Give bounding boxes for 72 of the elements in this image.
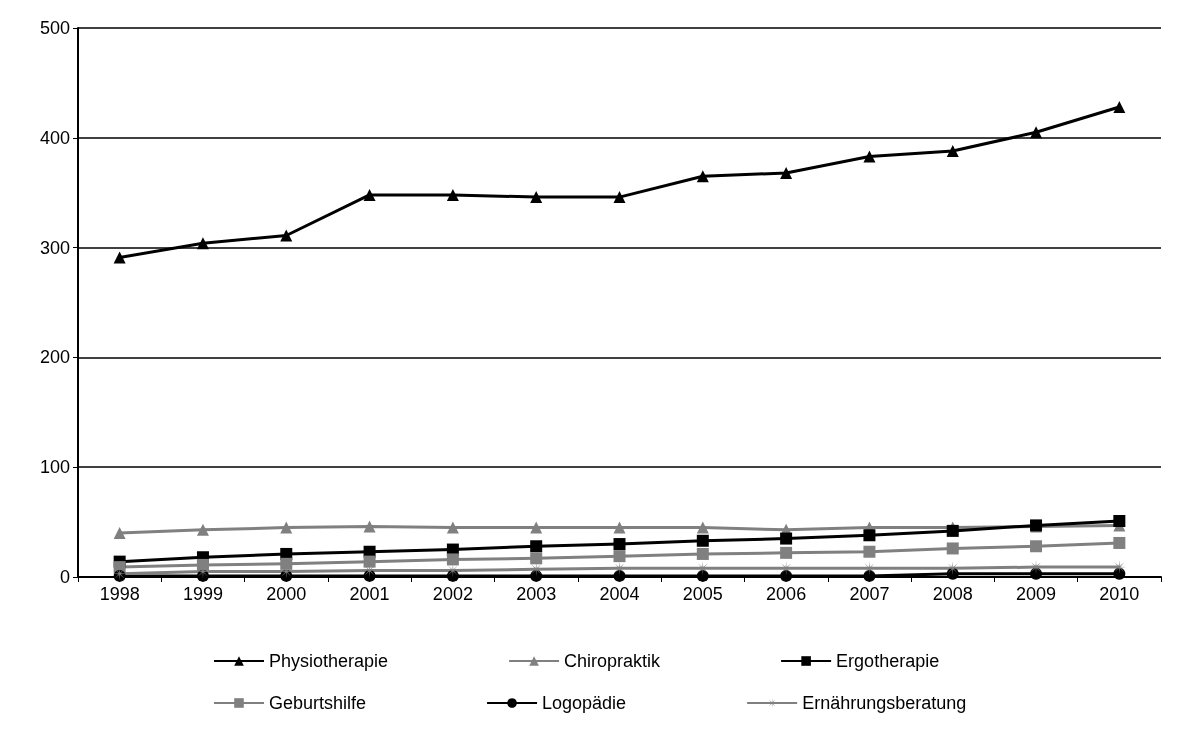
x-tick-label: 2005 [682, 584, 723, 604]
point [1113, 101, 1126, 114]
legend-label: Ergotherapie [836, 651, 940, 671]
point [863, 569, 876, 582]
point [363, 520, 376, 533]
point [530, 540, 543, 553]
point [780, 166, 793, 179]
point [446, 521, 459, 534]
point [196, 558, 209, 571]
point [446, 569, 459, 582]
point [113, 527, 126, 540]
legend-label: Geburtshilfe [269, 693, 367, 713]
legend-label: Chiropraktik [564, 651, 662, 671]
y-tick-label: 0 [59, 567, 70, 587]
point [446, 553, 459, 566]
point [530, 569, 543, 582]
point [863, 545, 876, 558]
point [1030, 567, 1043, 580]
point [280, 521, 293, 534]
point [530, 521, 543, 534]
point [613, 521, 626, 534]
point [1113, 536, 1126, 549]
point [196, 237, 209, 250]
point [696, 547, 709, 560]
legend-label: Ernährungsberatung [802, 693, 967, 713]
point [780, 546, 793, 559]
x-tick-label: 2002 [432, 584, 473, 604]
x-tick-label: 2007 [849, 584, 890, 604]
y-tick-label: 200 [39, 347, 70, 368]
point [946, 542, 959, 555]
legend-label: Logopädie [542, 693, 627, 713]
legend-label: Physiotherapie [269, 651, 389, 671]
y-tick-label: 300 [39, 237, 70, 258]
x-tick-label: 1998 [99, 584, 140, 604]
point [1030, 126, 1043, 139]
point [446, 188, 459, 201]
point [363, 555, 376, 568]
point [530, 191, 543, 204]
x-tick-label: 2003 [516, 584, 557, 604]
point [1113, 515, 1126, 527]
point [280, 229, 293, 242]
point [196, 523, 209, 536]
y-tick-label: 100 [39, 457, 70, 478]
point [613, 538, 626, 551]
x-tick-label: 2008 [932, 584, 973, 604]
point [613, 191, 626, 204]
point [696, 569, 709, 582]
x-tick-label: 1999 [182, 584, 223, 604]
point [863, 150, 876, 163]
y-tick-label: 500 [39, 18, 70, 38]
x-tick-label: 2009 [1016, 584, 1057, 604]
x-tick-label: 2000 [266, 584, 307, 604]
point [696, 521, 709, 534]
x-tick-label: 2004 [599, 584, 640, 604]
x-tick-label: 2001 [349, 584, 390, 604]
point [780, 532, 793, 545]
point [863, 529, 876, 542]
point [613, 569, 626, 582]
point [530, 552, 543, 565]
y-tick-label: 400 [39, 127, 70, 148]
point [946, 144, 959, 157]
point [1113, 567, 1126, 580]
point [780, 569, 793, 582]
point [280, 557, 293, 570]
x-tick-label: 2010 [1099, 584, 1140, 604]
point [363, 188, 376, 201]
point [613, 550, 626, 563]
point [1030, 540, 1043, 553]
point [696, 170, 709, 183]
x-tick-label: 2006 [766, 584, 807, 604]
point [696, 534, 709, 547]
point [113, 251, 126, 264]
